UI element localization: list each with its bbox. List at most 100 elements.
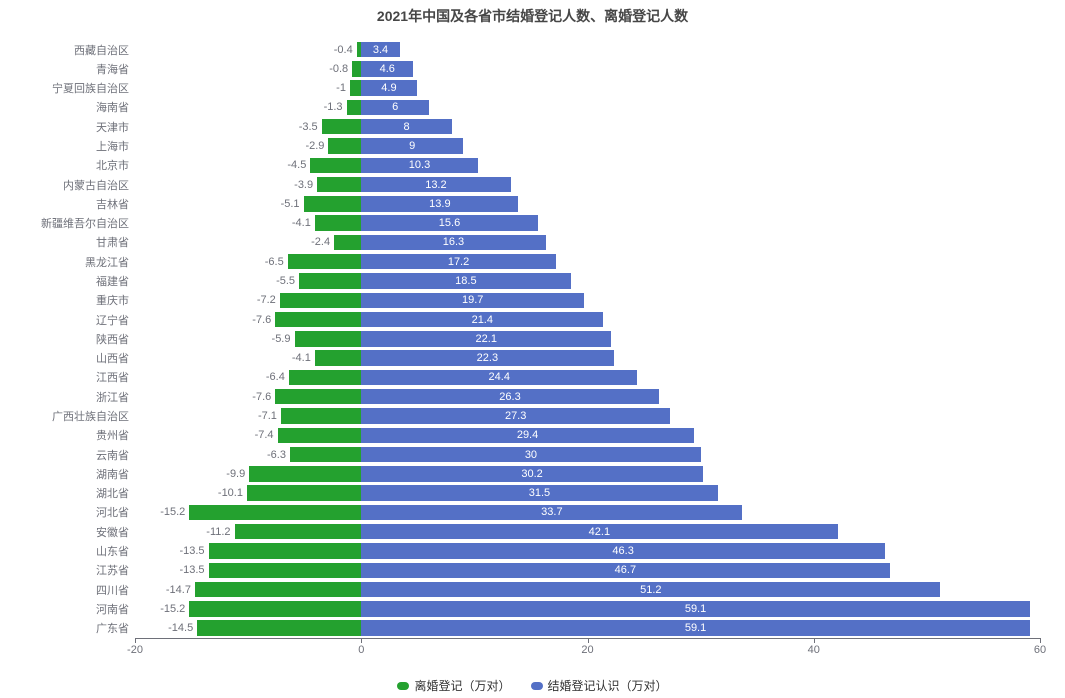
divorce-value-label: -7.6 <box>252 391 275 403</box>
marriage-bar: 31.5 <box>361 485 717 500</box>
divorce-bar: -11.2 <box>235 524 362 539</box>
y-axis-label: 西藏自治区 <box>74 42 135 58</box>
divorce-bar: -13.5 <box>209 563 362 578</box>
marriage-value-label: 18.5 <box>455 275 476 287</box>
marriage-value-label: 46.7 <box>615 564 636 576</box>
y-axis-label: 天津市 <box>96 119 135 135</box>
x-tick <box>1040 638 1041 643</box>
marriage-value-label: 24.4 <box>489 371 510 383</box>
divorce-value-label: -7.4 <box>255 429 278 441</box>
marriage-value-label: 46.3 <box>612 545 633 557</box>
marriage-value-label: 19.7 <box>462 294 483 306</box>
divorce-value-label: -4.1 <box>292 217 315 229</box>
marriage-value-label: 9 <box>409 140 415 152</box>
y-axis-label: 重庆市 <box>96 292 135 308</box>
marriage-bar: 10.3 <box>361 158 478 173</box>
marriage-value-label: 13.2 <box>425 179 446 191</box>
divorce-value-label: -14.7 <box>166 584 195 596</box>
chart-row: 贵州省-7.429.4 <box>135 426 1040 445</box>
marriage-bar: 4.9 <box>361 80 416 95</box>
chart-row: 山东省-13.546.3 <box>135 541 1040 560</box>
divorce-bar: -9.9 <box>249 466 361 481</box>
marriage-value-label: 59.1 <box>685 622 706 634</box>
marriage-bar: 42.1 <box>361 524 837 539</box>
divorce-value-label: -0.4 <box>334 44 357 56</box>
x-tick-label: 60 <box>1034 644 1046 656</box>
y-axis-label: 贵州省 <box>96 427 135 443</box>
chart-row: 天津市-3.58 <box>135 117 1040 136</box>
marriage-bar: 30 <box>361 447 700 462</box>
marriage-value-label: 13.9 <box>429 198 450 210</box>
marriage-value-label: 6 <box>392 101 398 113</box>
y-axis-label: 湖南省 <box>96 466 135 482</box>
marriage-value-label: 22.3 <box>477 352 498 364</box>
marriage-value-label: 27.3 <box>505 410 526 422</box>
legend-item[interactable]: 结婚登记认识（万对） <box>531 677 668 694</box>
divorce-bar: -7.1 <box>281 408 361 423</box>
marriage-bar: 59.1 <box>361 601 1030 616</box>
divorce-value-label: -0.8 <box>329 63 352 75</box>
legend: 离婚登记（万对） 结婚登记认识（万对） <box>0 677 1065 694</box>
divorce-bar: -4.1 <box>315 350 361 365</box>
divorce-bar: -7.6 <box>275 312 361 327</box>
marriage-bar: 19.7 <box>361 293 584 308</box>
chart-row: 新疆维吾尔自治区-4.115.6 <box>135 214 1040 233</box>
marriage-value-label: 29.4 <box>517 429 538 441</box>
marriage-bar: 6 <box>361 100 429 115</box>
marriage-bar: 21.4 <box>361 312 603 327</box>
marriage-value-label: 8 <box>403 121 409 133</box>
chart-row: 江西省-6.424.4 <box>135 368 1040 387</box>
x-tick-label: 20 <box>581 644 593 656</box>
y-axis-label: 辽宁省 <box>96 312 135 328</box>
chart-row: 福建省-5.518.5 <box>135 271 1040 290</box>
y-axis-label: 黑龙江省 <box>85 254 135 270</box>
marriage-bar: 18.5 <box>361 273 570 288</box>
chart-row: 广东省-14.559.1 <box>135 618 1040 637</box>
marriage-value-label: 21.4 <box>472 314 493 326</box>
chart-row: 四川省-14.751.2 <box>135 580 1040 599</box>
y-axis-label: 山东省 <box>96 543 135 559</box>
divorce-value-label: -2.9 <box>305 140 328 152</box>
legend-label: 离婚登记（万对） <box>414 677 510 694</box>
y-axis-label: 内蒙古自治区 <box>63 177 135 193</box>
marriage-bar: 29.4 <box>361 428 694 443</box>
y-axis-label: 云南省 <box>96 447 135 463</box>
x-tick <box>588 638 589 643</box>
x-tick-label: 0 <box>358 644 364 656</box>
x-axis: -200204060 <box>135 638 1040 658</box>
y-axis-label: 甘肃省 <box>96 234 135 250</box>
divorce-bar: -6.3 <box>290 447 361 462</box>
divorce-bar: -4.5 <box>310 158 361 173</box>
marriage-value-label: 16.3 <box>443 236 464 248</box>
marriage-value-label: 31.5 <box>529 487 550 499</box>
divorce-value-label: -15.2 <box>160 506 189 518</box>
divorce-value-label: -3.9 <box>294 179 317 191</box>
legend-swatch <box>531 682 543 690</box>
chart-row: 山西省-4.122.3 <box>135 349 1040 368</box>
marriage-bar: 46.3 <box>361 543 885 558</box>
marriage-value-label: 10.3 <box>409 159 430 171</box>
divorce-value-label: -9.9 <box>226 468 249 480</box>
divorce-value-label: -2.4 <box>311 236 334 248</box>
divorce-value-label: -10.1 <box>218 487 247 499</box>
divorce-bar: -7.4 <box>278 428 362 443</box>
y-axis-label: 广西壮族自治区 <box>52 408 135 424</box>
divorce-value-label: -1 <box>336 82 350 94</box>
chart-row: 青海省-0.84.6 <box>135 59 1040 78</box>
chart-row: 陕西省-5.922.1 <box>135 329 1040 348</box>
marriage-bar: 4.6 <box>361 61 413 76</box>
marriage-bar: 22.3 <box>361 350 613 365</box>
marriage-value-label: 22.1 <box>476 333 497 345</box>
y-axis-label: 北京市 <box>96 157 135 173</box>
divorce-value-label: -13.5 <box>179 564 208 576</box>
marriage-bar: 51.2 <box>361 582 940 597</box>
y-axis-label: 江西省 <box>96 369 135 385</box>
y-axis-label: 青海省 <box>96 61 135 77</box>
divorce-value-label: -7.6 <box>252 314 275 326</box>
marriage-value-label: 4.9 <box>381 82 396 94</box>
legend-item[interactable]: 离婚登记（万对） <box>397 677 510 694</box>
chart-row: 辽宁省-7.621.4 <box>135 310 1040 329</box>
chart-row: 湖北省-10.131.5 <box>135 483 1040 502</box>
divorce-bar: -14.5 <box>197 620 361 635</box>
chart-row: 甘肃省-2.416.3 <box>135 233 1040 252</box>
